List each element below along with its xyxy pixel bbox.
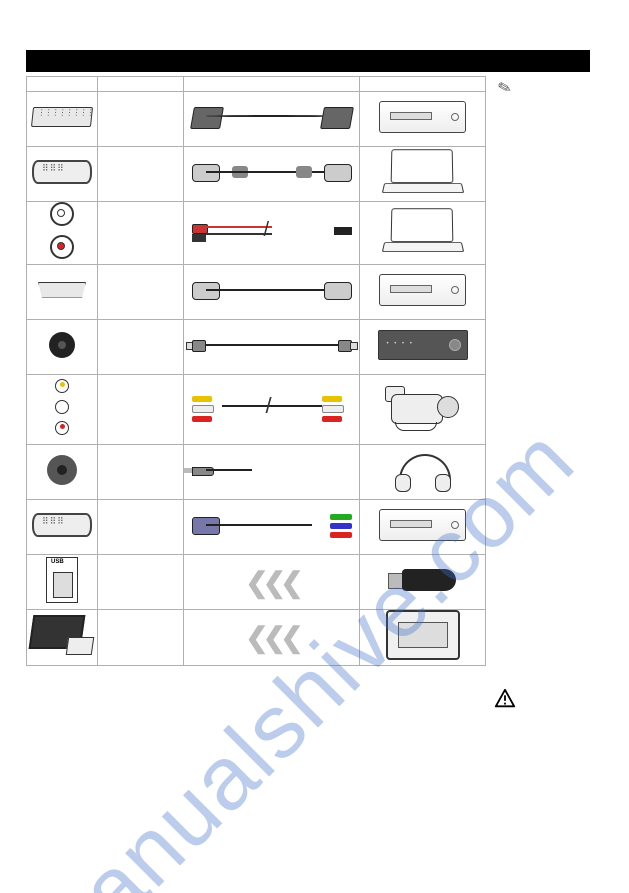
table-row [27,92,486,147]
hdmi-port-icon [38,282,86,298]
av-ports-icon [54,381,70,440]
av-cable-icon: / [192,387,352,427]
warning-icon [494,688,516,710]
rca-audio-cable-icon: / [192,211,352,251]
vga-cable-icon [192,152,352,192]
ypbpr-port-icon [32,513,92,537]
note-pencil-icon: ✎ [496,77,514,100]
dvd-player-icon [379,274,466,306]
usb-stick-icon [388,567,458,593]
headphone-jack-icon [47,455,77,485]
component-cable-icon [192,505,352,545]
spdif-port-icon [49,332,75,358]
table-row: / [27,375,486,445]
laptop-icon [383,208,463,253]
table-row [27,265,486,320]
table-row: USB ❮❮❮ [27,555,486,610]
coax-cable-icon [192,325,352,365]
table-row: / [27,202,486,265]
dvd-player-icon [379,101,466,133]
direct-connection-icon: ❮❮❮ [245,622,297,653]
vga-port-icon [32,160,92,184]
hdmi-cable-icon [192,270,352,310]
table-row: ❮❮❮ [27,610,486,666]
table-row [27,147,486,202]
table-row [27,445,486,500]
headphones-icon [393,450,453,490]
scart-cable-icon [192,97,352,137]
jack-cable-icon [192,450,352,490]
table-row: • • • • [27,320,486,375]
direct-connection-icon: ❮❮❮ [245,567,297,598]
table-header-row [27,77,486,92]
usb-label: USB [51,559,64,565]
ci-slot-icon [31,615,93,655]
amplifier-icon: • • • • [378,330,468,360]
camcorder-icon [383,382,463,432]
rca-ports-icon [50,213,74,263]
dvd-player-icon [379,509,466,541]
usb-port-icon: USB [46,557,78,603]
cam-module-icon [386,610,460,660]
header-bar [26,50,590,72]
scart-port-icon [31,107,93,127]
connectivity-table: / • • • • [26,76,486,666]
laptop-icon [383,149,463,194]
table-row [27,500,486,555]
